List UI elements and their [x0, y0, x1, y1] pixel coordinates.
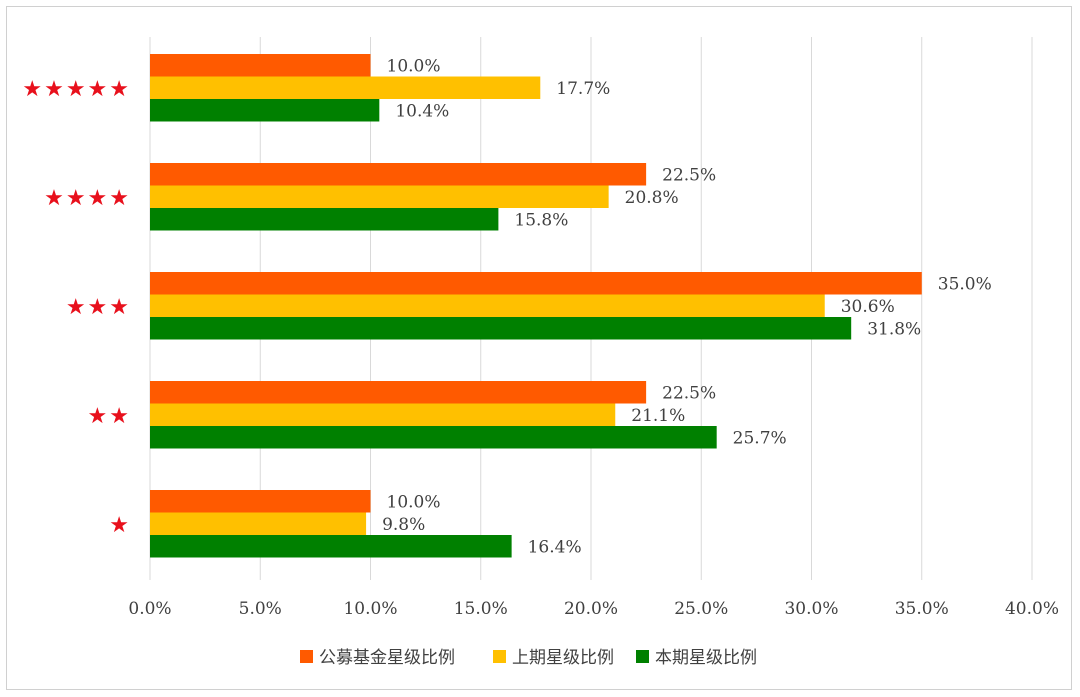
data-label: 10.0%: [387, 492, 441, 512]
data-label: 35.0%: [938, 274, 992, 294]
x-tick-label: 5.0%: [239, 599, 282, 619]
bar: [150, 54, 371, 77]
bar: [150, 76, 541, 99]
data-label: 31.8%: [867, 319, 921, 339]
bar: [150, 163, 647, 186]
data-label: 22.5%: [662, 383, 716, 403]
bar: [150, 490, 371, 513]
bar: [150, 381, 647, 404]
legend-swatch: [636, 650, 649, 663]
bar: [150, 512, 367, 535]
x-tick-label: 30.0%: [784, 599, 838, 619]
bar: [150, 317, 852, 340]
data-label: 15.8%: [514, 210, 568, 230]
bar: [150, 535, 512, 558]
x-tick-label: 10.0%: [343, 599, 397, 619]
bar: [150, 426, 717, 449]
category-labels: ★★★★★★★★★★★★★★★: [22, 76, 131, 537]
data-label: 22.5%: [662, 165, 716, 185]
x-tick-label: 0.0%: [128, 599, 171, 619]
data-label: 9.8%: [382, 515, 425, 535]
data-label: 10.0%: [387, 56, 441, 76]
category-label: ★★★: [66, 294, 131, 319]
category-label: ★: [109, 512, 131, 537]
bars: [150, 54, 922, 558]
x-axis-ticks: 0.0% 5.0% 10.0% 15.0% 20.0% 25.0% 30.0% 35.0% 40…: [128, 599, 1059, 619]
data-label: 21.1%: [631, 406, 685, 426]
data-label: 20.8%: [625, 188, 679, 208]
category-label: ★★★★: [44, 185, 131, 210]
legend-entry: 本期星级比例: [655, 648, 757, 668]
bar: [150, 99, 380, 122]
data-label: 16.4%: [528, 537, 582, 557]
x-tick-label: 40.0%: [1005, 599, 1059, 619]
legend: 公募基金星级比例 上期星级比例 本期星级比例: [300, 648, 757, 668]
x-tick-label: 15.0%: [454, 599, 508, 619]
data-label: 30.6%: [841, 297, 895, 317]
bar: [150, 272, 922, 295]
bar: [150, 294, 825, 317]
category-label: ★★★★★: [22, 76, 131, 101]
x-tick-label: 25.0%: [674, 599, 728, 619]
x-tick-label: 35.0%: [895, 599, 949, 619]
bar: [150, 208, 499, 231]
legend-swatch: [493, 650, 506, 663]
legend-swatch: [300, 650, 313, 663]
legend-entry: 上期星级比例: [512, 648, 614, 668]
bar: [150, 403, 616, 426]
legend-entry: 公募基金星级比例: [319, 648, 455, 668]
data-labels: 10.0% 17.7% 10.4% 22.5% 20.8% 15.8% 35.0% 30.6%…: [382, 56, 992, 557]
bar: [150, 185, 609, 208]
x-tick-label: 20.0%: [564, 599, 618, 619]
data-label: 17.7%: [556, 79, 610, 99]
data-label: 25.7%: [733, 428, 787, 448]
data-label: 10.4%: [395, 101, 449, 121]
category-label: ★★: [88, 403, 131, 428]
